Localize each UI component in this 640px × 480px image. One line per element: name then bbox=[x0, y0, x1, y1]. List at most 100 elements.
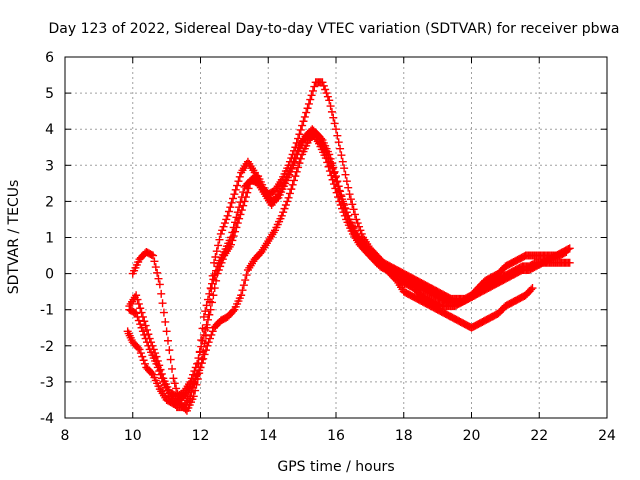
data-point bbox=[186, 392, 195, 401]
data-point-interp bbox=[204, 338, 213, 347]
data-point-interp bbox=[281, 201, 290, 210]
data-point-interp bbox=[334, 138, 343, 147]
data-point bbox=[335, 197, 344, 206]
data-point bbox=[203, 323, 212, 332]
data-point bbox=[528, 284, 537, 293]
data-point-interp bbox=[330, 119, 339, 128]
data-point-interp bbox=[156, 370, 165, 379]
data-point-interp bbox=[338, 204, 347, 213]
data-point bbox=[149, 251, 158, 260]
data-point-interp bbox=[299, 117, 308, 126]
data-point-interp bbox=[349, 205, 358, 214]
data-point-interp bbox=[159, 308, 168, 317]
data-point-interp bbox=[141, 321, 150, 330]
data-point-interp bbox=[207, 330, 216, 339]
data-point-interp bbox=[199, 354, 208, 363]
y-tick-label: 2 bbox=[45, 194, 54, 210]
data-point-interp bbox=[242, 271, 251, 280]
data-point bbox=[162, 327, 171, 336]
data-point-interp bbox=[209, 275, 218, 284]
y-tick-label: 6 bbox=[45, 50, 54, 66]
data-point-interp bbox=[290, 154, 299, 163]
data-point-interp bbox=[201, 331, 210, 340]
data-point bbox=[565, 244, 574, 253]
data-point-interp bbox=[241, 276, 250, 285]
data-point-interp bbox=[137, 308, 146, 317]
data-point-interp bbox=[150, 257, 159, 266]
data-point-interp bbox=[204, 310, 213, 319]
data-point-interp bbox=[350, 210, 359, 219]
data-point-interp bbox=[205, 289, 214, 298]
y-tick-label: 5 bbox=[45, 86, 54, 102]
data-point bbox=[328, 175, 337, 184]
data-point-interp bbox=[310, 82, 319, 91]
data-point bbox=[277, 211, 286, 220]
data-point bbox=[237, 291, 246, 300]
data-point bbox=[332, 125, 340, 134]
y-tick-label: 4 bbox=[45, 122, 54, 138]
x-tick-label: 24 bbox=[598, 428, 616, 444]
data-point-interp bbox=[210, 271, 219, 280]
data-point-interp bbox=[134, 299, 143, 308]
data-point-interp bbox=[157, 374, 166, 383]
data-point-interp bbox=[319, 81, 328, 90]
data-point-interp bbox=[227, 198, 236, 207]
data-point-interp bbox=[229, 194, 238, 203]
data-point-interp bbox=[190, 379, 199, 388]
data-point-interp bbox=[280, 204, 289, 213]
data-point-interp bbox=[340, 211, 349, 220]
data-point-interp bbox=[194, 359, 203, 368]
data-point-interp bbox=[130, 308, 139, 317]
data-point-interp bbox=[140, 330, 149, 339]
data-point bbox=[186, 377, 195, 386]
data-point-interp bbox=[136, 320, 145, 329]
data-point-interp bbox=[232, 213, 241, 222]
data-point-interp bbox=[285, 189, 294, 198]
data-point-interp bbox=[323, 158, 332, 167]
data-point bbox=[216, 229, 225, 238]
data-point-interp bbox=[235, 203, 244, 212]
data-point-interp bbox=[332, 188, 341, 197]
data-point-interp bbox=[158, 299, 167, 308]
data-point-interp bbox=[296, 154, 305, 163]
data-point-interp bbox=[327, 171, 336, 180]
y-tick-label: 0 bbox=[45, 267, 54, 283]
data-point-interp bbox=[308, 86, 317, 95]
y-tick-label: -1 bbox=[40, 303, 54, 319]
data-point-interp bbox=[303, 104, 312, 113]
data-point-interp bbox=[336, 201, 345, 210]
data-point-interp bbox=[214, 241, 223, 250]
data-point-interp bbox=[136, 349, 145, 358]
data-point-interp bbox=[324, 162, 333, 171]
data-point-interp bbox=[326, 102, 335, 111]
data-point-interp bbox=[154, 274, 163, 283]
data-point-interp bbox=[527, 285, 536, 294]
data-point-interp bbox=[222, 215, 231, 224]
x-tick-label: 16 bbox=[327, 428, 345, 444]
data-point-interp bbox=[355, 222, 364, 231]
data-point-interp bbox=[174, 394, 183, 403]
data-point-interp bbox=[220, 219, 229, 228]
data-point-interp bbox=[133, 295, 142, 304]
data-point-interp bbox=[293, 146, 302, 155]
data-point-interp bbox=[307, 91, 316, 100]
data-point-interp bbox=[170, 379, 179, 388]
data-point-interp bbox=[195, 347, 204, 356]
data-point-interp bbox=[300, 112, 309, 121]
data-point-interp bbox=[294, 163, 303, 172]
data-point-interp bbox=[137, 323, 146, 332]
plot-markers bbox=[123, 78, 574, 415]
data-point-interp bbox=[229, 307, 238, 316]
y-axis-label: SDTVAR / TECUs bbox=[6, 180, 22, 295]
data-point bbox=[233, 208, 242, 217]
data-point-interp bbox=[287, 185, 296, 194]
data-point-interp bbox=[197, 336, 206, 345]
x-tick-label: 8 bbox=[61, 428, 70, 444]
data-point-interp bbox=[187, 374, 196, 383]
data-point-interp bbox=[322, 89, 331, 98]
data-point-interp bbox=[157, 289, 166, 298]
y-tick-label: -4 bbox=[40, 411, 54, 427]
y-tick-label: -3 bbox=[40, 375, 54, 391]
data-point bbox=[155, 280, 164, 289]
